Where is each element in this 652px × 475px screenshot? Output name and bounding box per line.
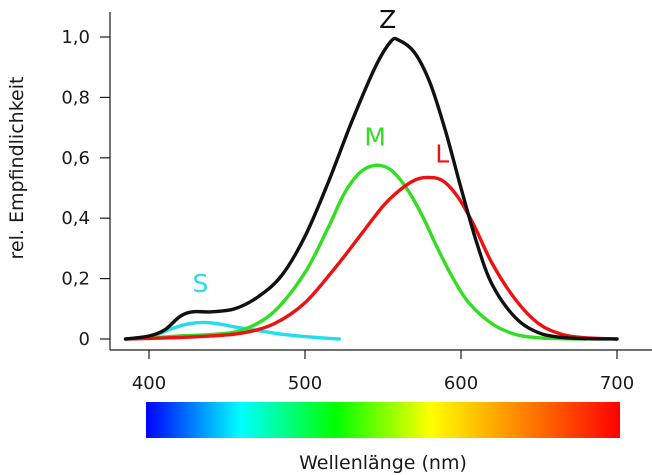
y-ticks: 0 0,2 0,4 0,6 0,8 1,0 — [61, 27, 110, 350]
series-label-z: Z — [379, 5, 396, 34]
series-line-z — [123, 36, 619, 341]
series-label-s: S — [193, 269, 209, 298]
x-axis-title: Wellenlänge (nm) — [299, 452, 467, 474]
y-tick-label: 0,2 — [61, 269, 90, 290]
y-tick-label: 0,8 — [61, 87, 90, 108]
spectrum-bar — [146, 402, 620, 438]
y-tick-label: 0 — [79, 329, 90, 350]
y-tick-label: 0,6 — [61, 148, 90, 169]
x-ticks: 400 500 600 700 — [132, 350, 634, 394]
x-tick-label: 600 — [444, 373, 478, 394]
series-line-l — [123, 175, 619, 341]
x-tick-label: 400 — [132, 373, 166, 394]
series-label-m: M — [364, 123, 386, 152]
series-labels: S M L Z — [193, 5, 450, 298]
x-tick-label: 700 — [600, 373, 634, 394]
y-tick-label: 0,4 — [61, 208, 90, 229]
series-group — [123, 36, 619, 341]
series-label-l: L — [435, 139, 449, 168]
y-tick-label: 1,0 — [61, 27, 90, 48]
x-tick-label: 500 — [288, 373, 322, 394]
y-axis-title: rel. Empfindlichkeit — [6, 77, 28, 260]
